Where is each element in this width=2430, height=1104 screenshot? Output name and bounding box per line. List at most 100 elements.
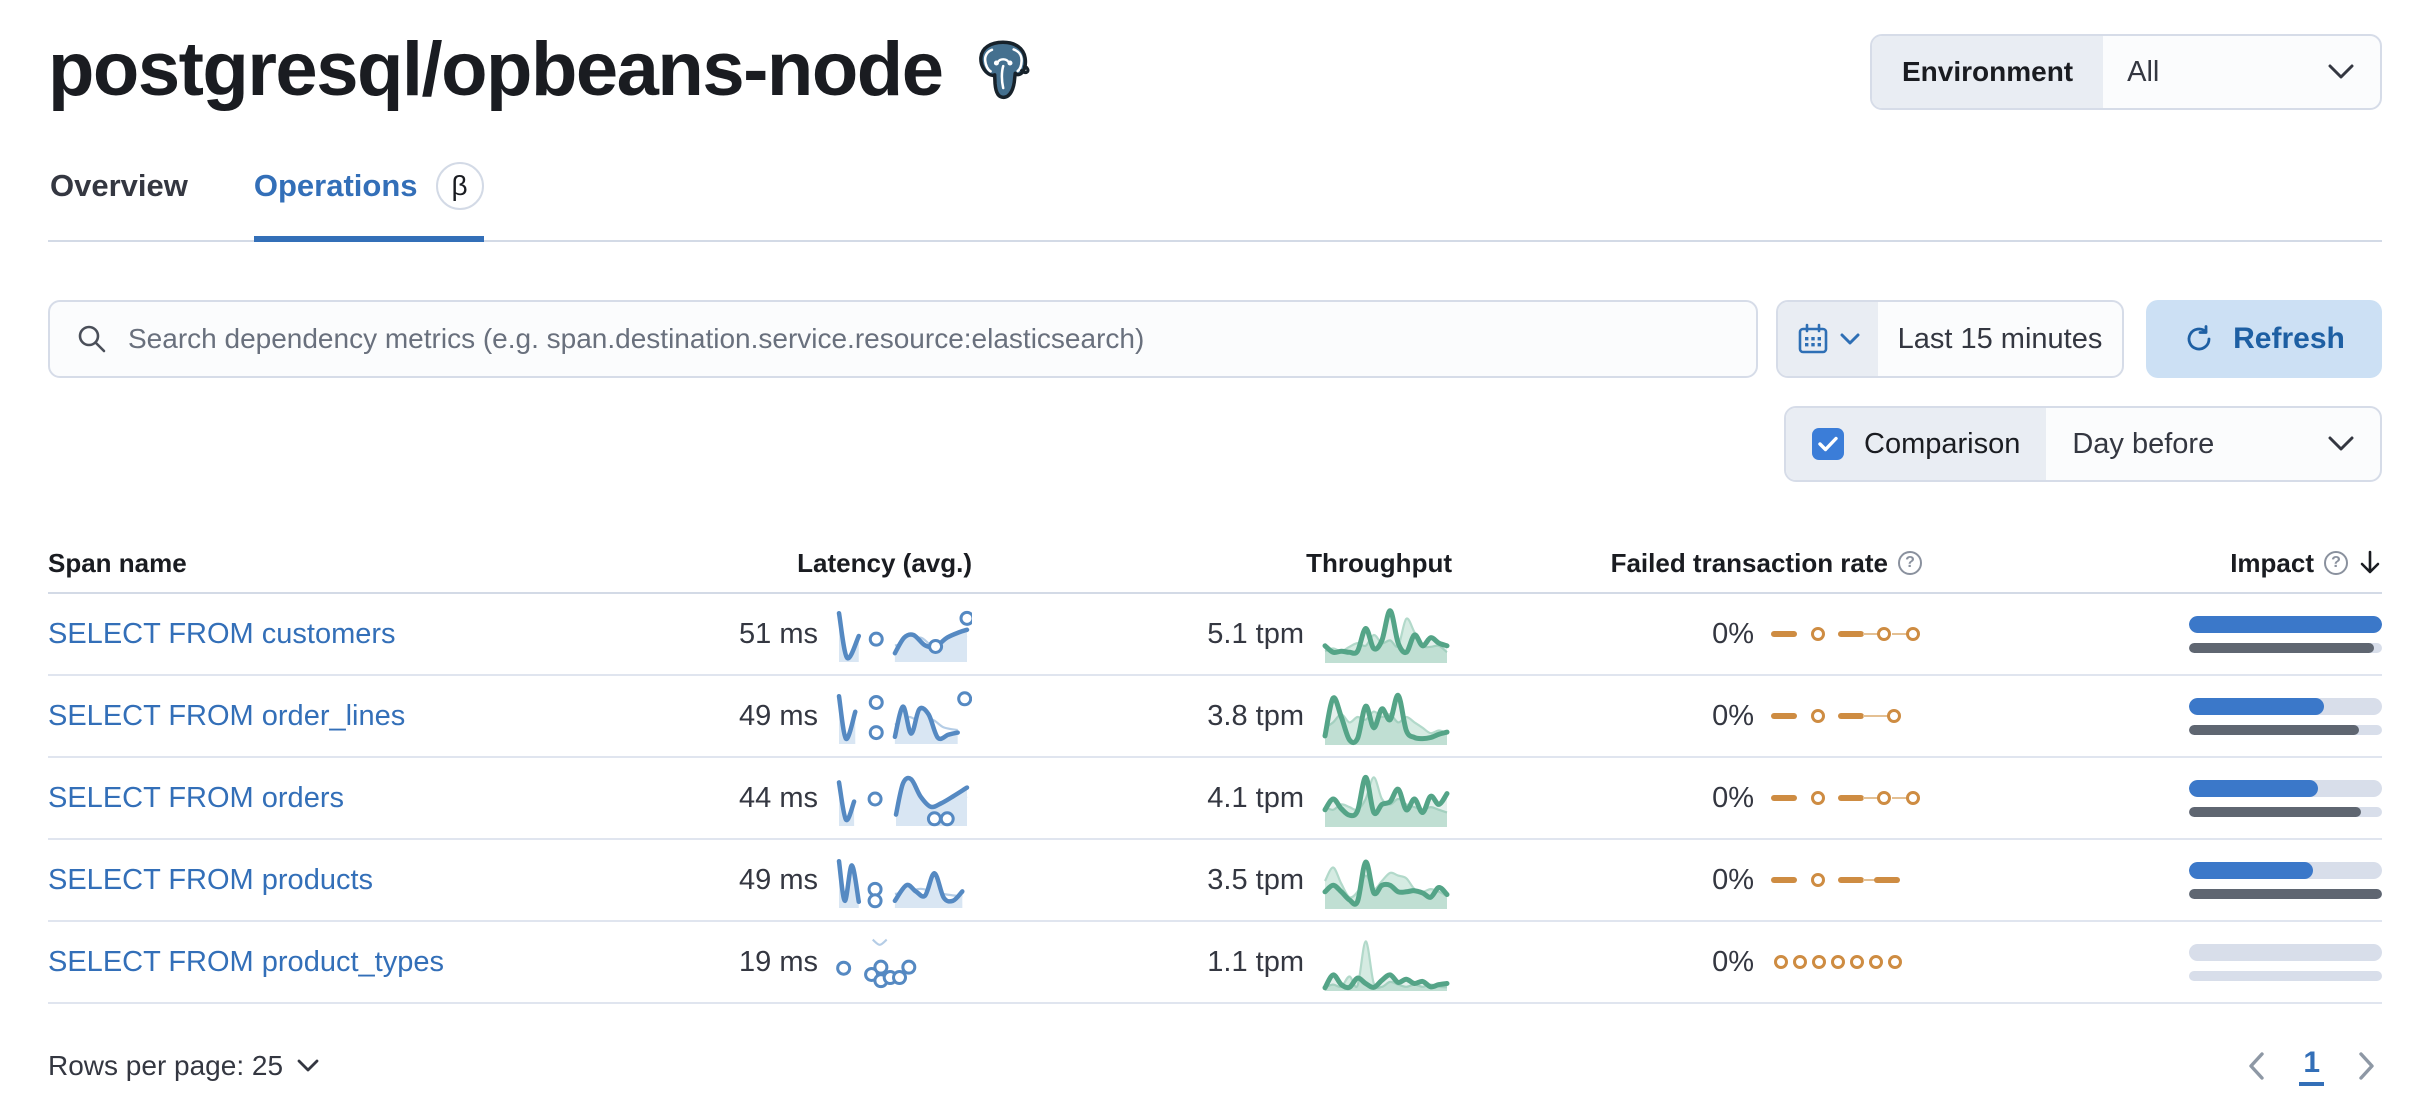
throughput-sparkline: [1322, 774, 1450, 827]
question-icon: ?: [2324, 551, 2348, 575]
table-row: SELECT FROM product_types 19 ms 1.1 tpm …: [48, 922, 2382, 1004]
impact-bar-current: [2189, 697, 2325, 715]
span-name-link[interactable]: SELECT FROM customers: [48, 617, 396, 650]
next-page-button[interactable]: [2358, 1052, 2376, 1080]
throughput-value: 4.1 tpm: [1207, 781, 1304, 814]
impact-bar-previous: [2189, 888, 2382, 899]
throughput-sparkline: [1322, 608, 1450, 663]
failed-rate-value: 0%: [1712, 617, 1754, 650]
chevron-down-icon: [1840, 333, 1860, 346]
latency-value: 19 ms: [739, 945, 818, 978]
table-row: SELECT FROM order_lines 49 ms 3.8 tpm 0%: [48, 676, 2382, 758]
date-picker-quick-menu[interactable]: [1778, 302, 1878, 376]
impact-bar-previous: [2189, 724, 2359, 735]
column-header-impact[interactable]: Impact ?: [1922, 548, 2382, 579]
impact-bar-current: [2189, 779, 2319, 797]
comparison-select[interactable]: Day before: [2072, 427, 2215, 460]
column-header-throughput[interactable]: Throughput: [1306, 547, 1452, 578]
failed-rate-value: 0%: [1712, 945, 1754, 978]
page-number[interactable]: 1: [2299, 1046, 2324, 1086]
failed-rate-sparkline: [1774, 955, 1902, 969]
latency-sparkline: [836, 938, 917, 989]
impact-bars: [2189, 615, 2382, 653]
latency-value: 51 ms: [739, 617, 818, 650]
impact-bars: [2189, 779, 2382, 817]
span-name-link[interactable]: SELECT FROM product_types: [48, 945, 444, 978]
throughput-value: 3.5 tpm: [1207, 863, 1304, 896]
pagination: 1: [2247, 1046, 2382, 1086]
comparison-label: Comparison: [1864, 427, 2021, 460]
throughput-value: 3.8 tpm: [1207, 699, 1304, 732]
failed-rate-value: 0%: [1712, 699, 1754, 732]
throughput-sparkline: [1322, 692, 1450, 746]
column-header-latency[interactable]: Latency (avg.): [797, 547, 972, 578]
impact-bars: [2189, 697, 2382, 735]
time-range-value[interactable]: Last 15 minutes: [1897, 322, 2103, 355]
comparison-checkbox[interactable]: [1812, 428, 1844, 460]
comparison-control: Comparison Day before: [1784, 406, 2382, 482]
throughput-sparkline: [1322, 859, 1450, 909]
top-bar: postgresql/opbeans-node Environment All: [48, 30, 2382, 110]
search-input[interactable]: [128, 323, 1730, 355]
impact-bar-previous: [2189, 806, 2361, 817]
failed-rate-sparkline: [1771, 627, 1920, 641]
span-name-link[interactable]: SELECT FROM products: [48, 863, 374, 896]
date-picker: Last 15 minutes: [1776, 300, 2124, 378]
column-header-failed-rate[interactable]: Failed transaction rate ?: [1452, 548, 1922, 579]
latency-sparkline: [836, 775, 970, 827]
search-icon: [76, 323, 108, 355]
environment-filter-label: Environment: [1872, 36, 2104, 108]
search-box[interactable]: [48, 300, 1758, 378]
postgresql-icon: [972, 38, 1034, 102]
chevron-down-icon: [2328, 408, 2380, 480]
chevron-down-icon: [2328, 36, 2380, 108]
chevron-right-icon: [2359, 1052, 2374, 1080]
check-icon: [1818, 436, 1838, 452]
impact-bar-current: [2189, 861, 2313, 879]
operations-table: Span name Latency (avg.) Throughput Fail…: [48, 534, 2382, 1004]
span-name-link[interactable]: SELECT FROM order_lines: [48, 699, 406, 732]
refresh-button[interactable]: Refresh: [2146, 300, 2382, 378]
throughput-value: 1.1 tpm: [1207, 945, 1304, 978]
table-row: SELECT FROM customers 51 ms 5.1 tpm 0%: [48, 594, 2382, 676]
question-icon: ?: [1898, 551, 1922, 575]
failed-rate-sparkline: [1771, 791, 1920, 805]
impact-bars: [2189, 943, 2382, 981]
impact-bar-previous: [2189, 642, 2375, 653]
latency-sparkline: [836, 858, 965, 909]
throughput-sparkline: [1322, 940, 1450, 991]
span-name-link[interactable]: SELECT FROM orders: [48, 781, 344, 814]
table-row: SELECT FROM products 49 ms 3.5 tpm 0%: [48, 840, 2382, 922]
table-body: SELECT FROM customers 51 ms 5.1 tpm 0% S…: [48, 594, 2382, 1004]
rows-per-page-button[interactable]: Rows per page: 25: [48, 1050, 319, 1082]
table-header: Span name Latency (avg.) Throughput Fail…: [48, 534, 2382, 594]
tab-bar: Overview Operations β: [48, 162, 2382, 242]
previous-page-button[interactable]: [2247, 1052, 2265, 1080]
sort-descending-icon: [2358, 550, 2382, 576]
environment-filter[interactable]: Environment All: [1870, 34, 2382, 110]
search-time-controls: Last 15 minutes Refresh: [48, 300, 2382, 378]
latency-value: 49 ms: [739, 863, 818, 896]
table-row: SELECT FROM orders 44 ms 4.1 tpm 0%: [48, 758, 2382, 840]
failed-rate-sparkline: [1771, 709, 1901, 723]
failed-rate-sparkline: [1771, 873, 1900, 887]
comparison-row: Comparison Day before: [48, 406, 2382, 482]
latency-sparkline: [836, 610, 972, 662]
impact-bars: [2189, 861, 2382, 899]
impact-bar-current: [2189, 615, 2382, 633]
beta-badge: β: [435, 162, 484, 210]
refresh-icon: [2183, 323, 2215, 355]
latency-value: 44 ms: [739, 781, 818, 814]
failed-rate-value: 0%: [1712, 863, 1754, 896]
column-header-span-name[interactable]: Span name: [48, 547, 187, 578]
calendar-icon: [1796, 322, 1830, 356]
chevron-left-icon: [2249, 1052, 2265, 1080]
environment-filter-value[interactable]: All: [2127, 55, 2160, 88]
latency-value: 49 ms: [739, 699, 818, 732]
tab-operations[interactable]: Operations β: [253, 162, 484, 242]
tab-overview[interactable]: Overview: [50, 168, 188, 203]
chevron-down-icon: [297, 1059, 319, 1073]
table-footer: Rows per page: 25 1: [48, 1046, 2382, 1086]
latency-sparkline: [836, 691, 972, 744]
